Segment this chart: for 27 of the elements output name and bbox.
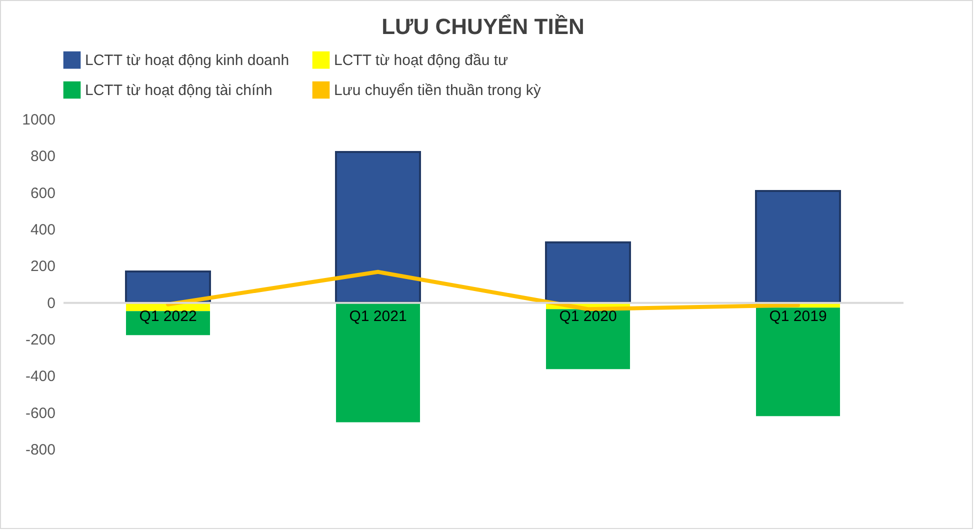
x-tick-label: Q1 2020 <box>559 308 617 325</box>
y-tick-label: -200 <box>25 332 56 348</box>
y-tick-label: 1000 <box>22 112 56 128</box>
y-tick-label: -400 <box>25 368 56 386</box>
x-tick-label: Q1 2022 <box>139 308 197 325</box>
bar <box>335 151 421 304</box>
legend-label: Lưu chuyển tiền thuần trong kỳ <box>334 82 542 99</box>
legend-label: LCTT từ hoạt động đầu tư <box>334 52 508 70</box>
bar <box>125 270 211 304</box>
chart-title: LƯU CHUYỂN TIỀN <box>382 14 584 39</box>
bar <box>756 308 840 416</box>
bar <box>546 309 630 370</box>
y-tick-label: 0 <box>47 294 56 312</box>
bar <box>545 241 631 304</box>
bar <box>755 190 841 304</box>
bar <box>336 303 420 422</box>
legend-label: LCTT từ hoạt động tài chính <box>85 82 272 99</box>
y-tick-label: 400 <box>30 222 56 238</box>
y-tick-label: 800 <box>30 148 56 166</box>
line-series <box>166 270 800 312</box>
y-tick-label: 600 <box>30 184 56 202</box>
legend-label: LCTT từ hoạt động kinh doanh <box>85 52 290 70</box>
y-tick-label: -800 <box>25 442 56 458</box>
y-tick-label: 200 <box>30 258 56 276</box>
x-tick-label: Q1 2019 <box>769 308 827 325</box>
x-tick-label: Q1 2021 <box>349 308 407 325</box>
y-tick-label: -600 <box>25 404 56 422</box>
